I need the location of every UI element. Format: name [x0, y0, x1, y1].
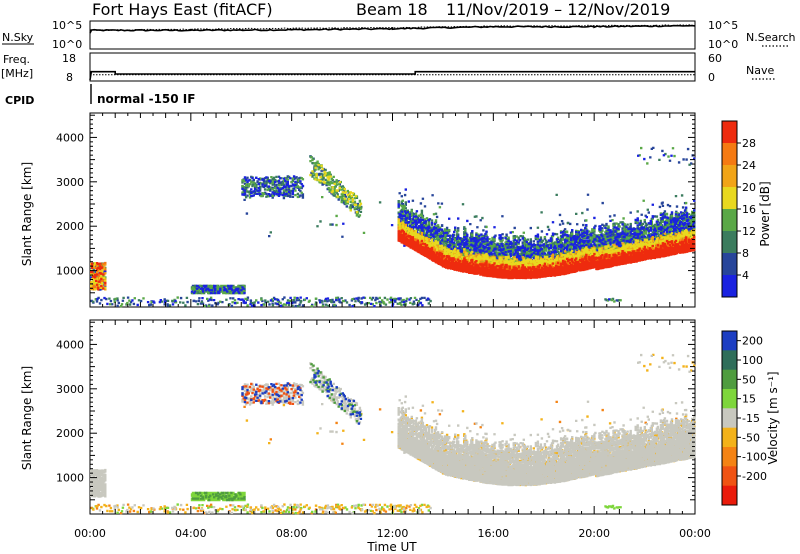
colorbar-cell: [722, 209, 737, 232]
colorbar-cell: [722, 331, 737, 351]
scatter-cells: [241, 369, 363, 425]
velocity-plot-frame: [89, 319, 696, 515]
nsky-series-line: [89, 24, 696, 34]
colorbar-tick-label: 4: [742, 269, 749, 282]
x-axis-title: Time UT: [366, 540, 417, 554]
velocity-axes: 1000 2000 3000 4000: [56, 320, 696, 514]
x-tick-label: 12:00: [377, 527, 409, 540]
colorbar-tick-label: 16: [742, 203, 756, 216]
freq-label-top: Freq.: [3, 53, 30, 66]
power-axes: 1000 2000 3000 4000: [56, 113, 696, 307]
colorbar-cell: [722, 165, 737, 188]
beam-label: Beam 18: [356, 0, 428, 19]
colorbar-tick-label: 200: [742, 335, 763, 348]
nsearch-series-line: [90, 24, 696, 32]
y-tick-label: 4000: [56, 131, 84, 144]
nsky-panel-frame: [89, 20, 696, 50]
nsky-tick-top: 10^5: [52, 19, 82, 32]
velocity-colorbar: 200 100 50 15 -15 -50 -100 -200: [721, 330, 767, 506]
colorbar-tick-label: 8: [742, 247, 749, 260]
y-tick-label: 4000: [56, 338, 84, 351]
nsearch-label: N.Search: [746, 31, 796, 44]
colorbar-cell: [722, 231, 737, 254]
x-axis-tick-labels: 00:00 04:00 08:00 12:00 16:00 20:00 00:00: [74, 527, 711, 540]
colorbar-tick-label: 15: [742, 393, 756, 406]
nave-label: Nave: [746, 64, 774, 77]
colorbar-tick-label: 24: [742, 159, 756, 172]
freq-label-bottom: [MHz]: [1, 67, 33, 80]
nave-tick-bottom: 0: [708, 71, 715, 84]
date-range: 11/Nov/2019 – 12/Nov/2019: [446, 0, 670, 19]
x-tick-label: 00:00: [679, 527, 711, 540]
colorbar-tick-label: 28: [742, 137, 756, 150]
colorbar-cell: [722, 369, 737, 390]
y-tick-label: 3000: [56, 383, 84, 396]
y-tick-label: 2000: [56, 220, 84, 233]
x-tick-label: 00:00: [74, 527, 106, 540]
station-title: Fort Hays East (fitACF): [92, 0, 273, 19]
colorbar-cell: [722, 466, 737, 487]
scatter-cells: [90, 164, 696, 291]
colorbar-cell: [722, 275, 737, 298]
cpid-text: normal -150 IF: [97, 92, 195, 106]
colorbar-tick-label: 100: [742, 354, 763, 367]
colorbar-tick-label: -200: [742, 470, 767, 483]
colorbar-cell: [722, 143, 737, 166]
power-colorbar: 4 8 12 16 20 24 28: [721, 120, 756, 298]
y-tick-label: 2000: [56, 427, 84, 440]
nsky-tick-bottom: 10^0: [52, 38, 82, 51]
colorbar-cell: [722, 121, 737, 144]
scatter-cells: [241, 382, 302, 405]
colorbar-tick-label: 12: [742, 225, 756, 238]
x-tick-label: 20:00: [578, 527, 610, 540]
x-tick-label: 04:00: [175, 527, 207, 540]
nsearch-tick-bottom: 10^0: [708, 38, 738, 51]
colorbar-cell: [722, 389, 737, 409]
power-y-axis-title: Slant Range [km]: [20, 162, 34, 266]
colorbar-cell: [722, 427, 737, 448]
colorbar-cell: [722, 447, 737, 467]
freq-tick-top: 18: [62, 52, 76, 65]
colorbar-cell: [722, 350, 737, 371]
cpid-row: CPID normal -150 IF: [5, 84, 195, 107]
freq-panel-frame: [89, 52, 696, 82]
colorbar-cell: [722, 187, 737, 210]
y-tick-label: 3000: [56, 176, 84, 189]
power-plot-frame: [89, 112, 696, 308]
power-colorbar-label: Power [dB]: [758, 181, 772, 246]
colorbar-tick-label: -100: [742, 451, 767, 464]
cpid-label: CPID: [5, 94, 34, 107]
x-tick-label: 16:00: [477, 527, 509, 540]
y-tick-label: 1000: [56, 265, 84, 278]
scatter-cells: [90, 229, 696, 291]
colorbar-tick-label: 50: [742, 373, 756, 386]
freq-tick-bottom: 8: [66, 71, 73, 84]
nsky-label: N.Sky: [2, 31, 34, 44]
freq-series-line: [89, 70, 695, 81]
colorbar-tick-label: -15: [742, 412, 760, 425]
velocity-scatter-layer: [90, 353, 696, 515]
freq-panel: Freq. [MHz] 18 8 60 0 Nave: [1, 52, 776, 84]
x-tick-label: 08:00: [276, 527, 308, 540]
power-panel: 1000 2000 3000 4000 Slant Range [km]: [20, 112, 696, 308]
velocity-colorbar-label: Velocity [m s⁻¹]: [766, 371, 780, 464]
power-scatter-layer: [90, 146, 696, 308]
velocity-panel: 1000 2000 3000 4000 Slant Range [km]: [20, 319, 696, 515]
nsky-panel: N.Sky 10^5 10^0 10^5 10^0 N.Search: [2, 19, 796, 51]
y-tick-label: 1000: [56, 472, 84, 485]
colorbar-tick-label: -50: [742, 431, 760, 444]
colorbar-cell: [722, 253, 737, 276]
velocity-y-axis-title: Slant Range [km]: [20, 366, 34, 470]
nsearch-tick-top: 10^5: [708, 19, 738, 32]
nave-tick-top: 60: [708, 52, 722, 65]
scatter-cells: [90, 146, 696, 308]
colorbar-cell: [722, 485, 737, 506]
colorbar-tick-label: 20: [742, 181, 756, 194]
colorbar-cell: [722, 408, 737, 429]
